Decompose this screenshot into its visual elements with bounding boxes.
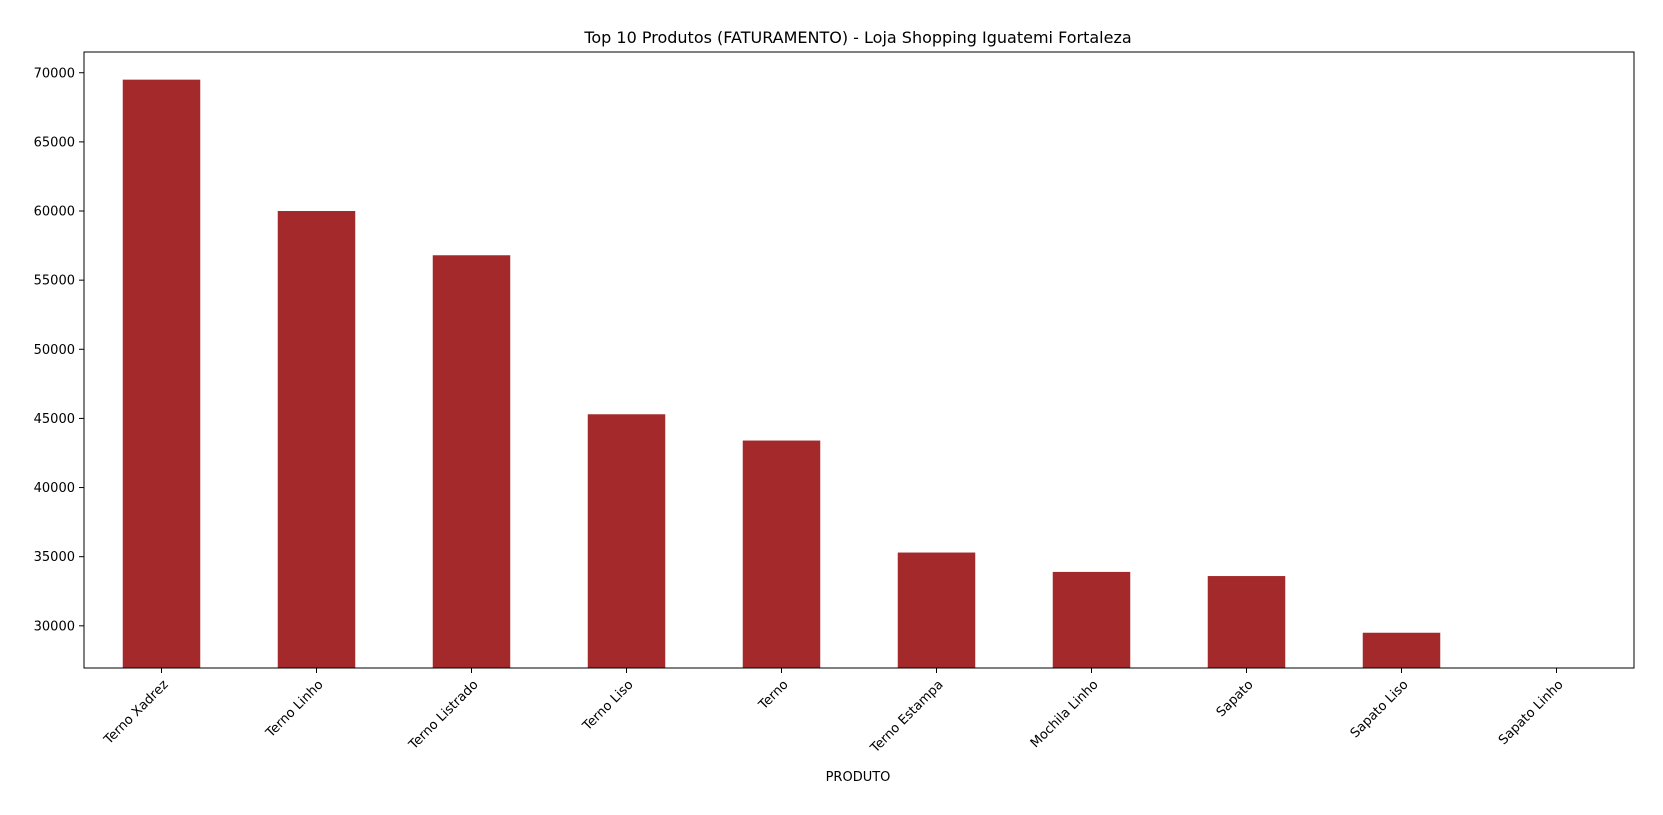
y-tick-label-1: 35000 bbox=[34, 550, 75, 565]
x-tick-label-7: Sapato bbox=[1214, 677, 1257, 720]
bar-5 bbox=[897, 552, 976, 668]
x-tick-label-5: Terno Estampa bbox=[867, 677, 946, 756]
x-tick-label-4: Terno bbox=[755, 677, 791, 713]
bar-0 bbox=[122, 79, 201, 669]
x-tick-label-8: Sapato Liso bbox=[1348, 677, 1412, 741]
x-tick-label-6: Mochila Linho bbox=[1028, 677, 1102, 751]
y-tick-label-5: 55000 bbox=[34, 274, 75, 289]
x-tick-label-0: Terno Xadrez bbox=[101, 677, 172, 748]
y-tick-label-3: 45000 bbox=[34, 412, 75, 427]
x-tick-label-2: Terno Listrado bbox=[406, 677, 482, 753]
y-tick-label-0: 30000 bbox=[34, 619, 75, 634]
plot-frame bbox=[83, 51, 1635, 669]
bar-3 bbox=[587, 414, 666, 668]
x-axis: Terno Xadrez Terno Linho Terno Listrado Ter… bbox=[101, 668, 1567, 757]
y-tick-label-4: 50000 bbox=[34, 343, 75, 358]
bar-2 bbox=[432, 255, 511, 668]
x-tick-label-3: Terno Liso bbox=[579, 677, 636, 734]
bar-8 bbox=[1362, 632, 1441, 668]
y-tick-label-2: 40000 bbox=[34, 481, 75, 496]
bar-7 bbox=[1207, 576, 1286, 668]
x-tick-label-1: Terno Linho bbox=[263, 677, 327, 741]
bars-group bbox=[122, 79, 1441, 669]
bar-4 bbox=[742, 440, 821, 668]
y-axis: 30000 35000 40000 45000 50000 55000 60000 65000… bbox=[34, 66, 84, 634]
bar-1 bbox=[277, 211, 356, 669]
bar-6 bbox=[1052, 571, 1131, 668]
x-axis-label: PRODUTO bbox=[826, 770, 891, 785]
chart-title: Top 10 Produtos (FATURAMENTO) - Loja Sho… bbox=[583, 28, 1131, 47]
y-tick-label-6: 60000 bbox=[34, 205, 75, 220]
y-tick-label-8: 70000 bbox=[34, 66, 75, 81]
x-tick-label-9: Sapato Linho bbox=[1496, 677, 1567, 748]
y-tick-label-7: 65000 bbox=[34, 135, 75, 150]
